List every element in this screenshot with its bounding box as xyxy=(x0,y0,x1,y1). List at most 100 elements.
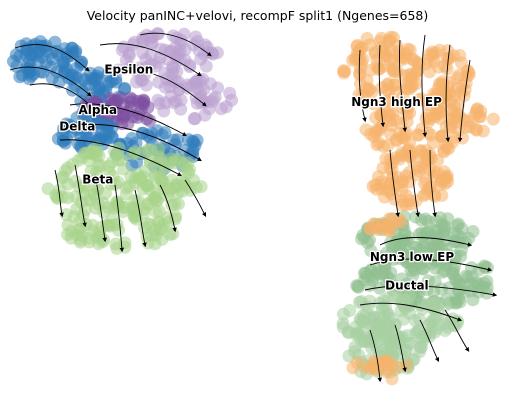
cell-point xyxy=(415,302,429,316)
cell-point xyxy=(66,157,80,171)
cell-point xyxy=(362,83,376,97)
velocity-streamline xyxy=(445,44,451,143)
cell-point xyxy=(451,284,465,298)
cell-point xyxy=(469,280,483,294)
cell-point xyxy=(81,113,95,127)
cell-point xyxy=(89,201,103,215)
cell-point xyxy=(486,112,500,126)
velocity-streamline xyxy=(444,309,470,352)
cell-point xyxy=(385,372,399,386)
velocity-streamline xyxy=(14,44,90,72)
cell-point xyxy=(402,337,416,350)
cell-point xyxy=(401,251,415,265)
velocity-streamline xyxy=(369,329,383,383)
cell-point xyxy=(187,112,201,126)
cell-point xyxy=(346,361,360,375)
cell-point xyxy=(109,75,123,89)
cell-point xyxy=(372,360,386,374)
cluster-label: Ductal xyxy=(385,279,429,293)
cell-point xyxy=(70,202,84,216)
cell-point xyxy=(158,80,172,94)
cell-point xyxy=(140,128,154,142)
velocity-streamline xyxy=(119,69,207,107)
cell-point xyxy=(435,189,449,202)
cell-point xyxy=(169,178,183,192)
cell-point xyxy=(65,41,79,55)
cell-point xyxy=(137,93,150,107)
cell-point xyxy=(480,274,494,288)
cluster-label: Ngn3 high EP xyxy=(351,95,442,109)
velocity-streamline xyxy=(99,43,202,77)
cell-point xyxy=(91,115,105,129)
cell-point xyxy=(119,181,133,195)
cell-points-layer xyxy=(7,27,500,386)
cell-point xyxy=(427,313,441,327)
velocity-streamline xyxy=(29,83,97,112)
cluster-label: Delta xyxy=(59,120,95,134)
cell-point xyxy=(433,211,447,225)
cell-point xyxy=(405,67,419,81)
velocity-streamlines-layer xyxy=(9,32,498,383)
velocity-streamline xyxy=(134,189,147,248)
cell-point xyxy=(167,96,181,110)
cell-point xyxy=(31,55,45,69)
cell-point xyxy=(395,272,409,286)
cell-point xyxy=(92,159,105,172)
cell-point xyxy=(52,48,66,62)
cell-point xyxy=(363,222,377,236)
cell-point xyxy=(13,70,27,84)
cell-point xyxy=(421,225,435,239)
cell-point xyxy=(375,328,389,342)
velocity-streamline xyxy=(74,164,87,228)
cell-point xyxy=(199,59,213,73)
cell-point xyxy=(420,94,434,108)
cell-point xyxy=(374,182,388,196)
cell-point xyxy=(164,152,178,166)
cluster-labels-layer: Epsilon Alpha Delta Beta Ngn3 high EP Ngn3 lo… xyxy=(58,61,455,294)
cell-point xyxy=(203,77,217,91)
cell-point xyxy=(423,180,437,194)
cell-point xyxy=(190,133,204,147)
chart-title: Velocity panINC+velovi, recompF split1 (… xyxy=(86,8,429,23)
cell-point xyxy=(466,293,480,307)
velocity-streamline xyxy=(419,319,440,363)
cluster-label: Epsilon xyxy=(104,62,153,76)
cell-point xyxy=(384,30,398,44)
cell-point xyxy=(337,66,351,80)
cell-point xyxy=(449,296,463,310)
cell-point xyxy=(413,345,427,359)
cell-point xyxy=(123,60,136,74)
velocity-streamline xyxy=(139,32,212,57)
cluster-label: Alpha xyxy=(78,103,117,117)
cell-point xyxy=(191,73,205,87)
velocity-streamline xyxy=(79,124,202,162)
cell-point xyxy=(399,125,413,139)
cell-point xyxy=(367,97,381,111)
cell-point xyxy=(60,117,73,131)
cell-point xyxy=(181,156,195,170)
cell-point xyxy=(439,120,453,134)
cell-point xyxy=(148,168,162,182)
cell-point xyxy=(45,71,59,85)
velocity-streamline xyxy=(394,324,407,373)
cell-point xyxy=(139,60,153,74)
cell-point xyxy=(336,320,350,334)
cell-point xyxy=(171,51,184,65)
cell-point xyxy=(129,212,143,226)
cluster-label: Beta xyxy=(82,173,113,187)
cell-point xyxy=(438,324,452,337)
cell-point xyxy=(409,326,423,340)
cell-point xyxy=(351,280,365,294)
cell-point xyxy=(111,63,125,77)
cell-point xyxy=(415,213,428,227)
cell-point xyxy=(41,182,55,196)
velocity-streamline xyxy=(378,44,385,128)
cell-point xyxy=(70,123,84,137)
cell-point xyxy=(360,306,374,320)
cell-point xyxy=(394,237,408,251)
cell-point xyxy=(143,114,157,128)
cell-point xyxy=(432,77,446,91)
cell-point xyxy=(9,48,23,62)
velocity-streamline xyxy=(409,149,420,218)
velocity-streamline xyxy=(457,59,471,143)
